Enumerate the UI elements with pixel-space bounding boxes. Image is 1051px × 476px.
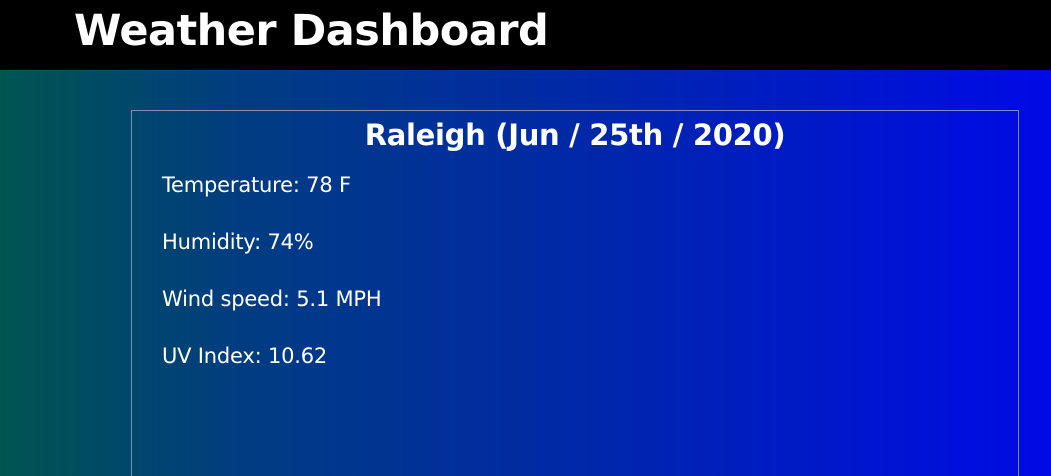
header-bar: Weather Dashboard — [0, 0, 1051, 70]
temperature-text: Temperature: 78 F — [162, 173, 351, 197]
humidity-text: Humidity: 74% — [162, 230, 314, 254]
uv-index-text: UV Index: 10.62 — [162, 344, 328, 368]
app-title: Weather Dashboard — [74, 6, 549, 56]
wind-speed-text: Wind speed: 5.1 MPH — [162, 287, 382, 311]
current-weather-card: Raleigh (Jun / 25th / 2020) Temperature:… — [131, 110, 1019, 476]
city-date-title: Raleigh (Jun / 25th / 2020) — [364, 118, 786, 152]
